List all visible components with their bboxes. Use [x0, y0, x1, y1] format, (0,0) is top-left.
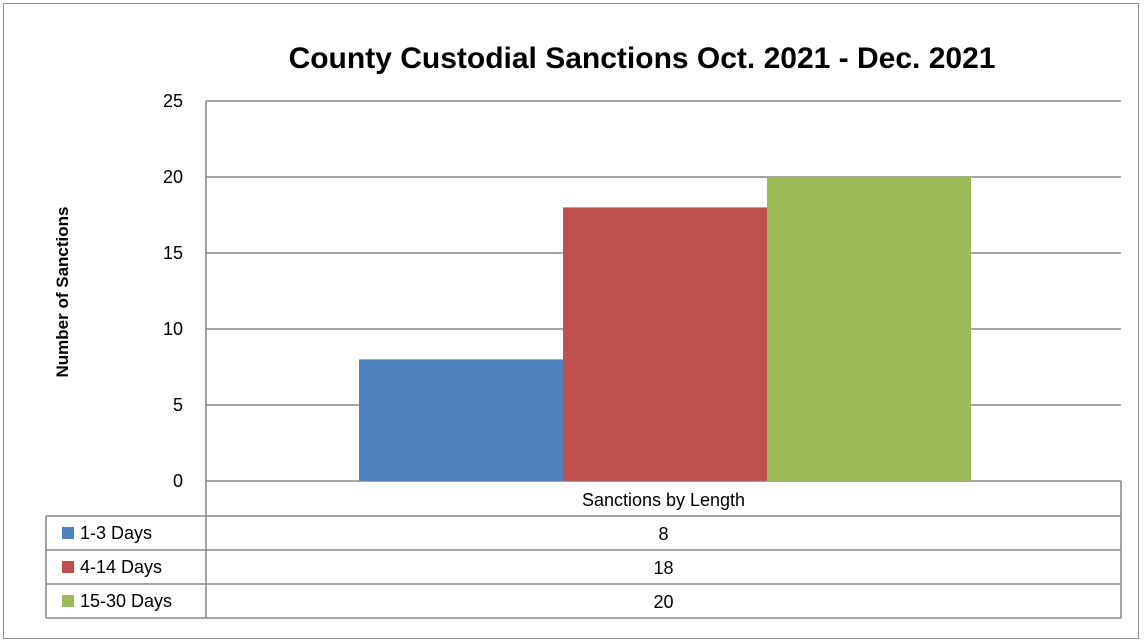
legend-label: 4-14 Days [80, 557, 162, 577]
bar-1-3-days [359, 359, 563, 481]
category-label: Sanctions by Length [582, 490, 745, 510]
y-axis-ticks: 0 5 10 15 20 25 [163, 91, 183, 491]
y-tick-label: 25 [163, 91, 183, 111]
y-tick-label: 20 [163, 167, 183, 187]
data-table: Sanctions by Length 1-3 Days 8 4-14 Days 18 1… [45, 481, 1122, 619]
legend-key [62, 561, 74, 573]
legend-key [62, 595, 74, 607]
legend-label: 15-30 Days [80, 591, 172, 611]
data-label: 8 [658, 524, 668, 544]
y-tick-label: 15 [163, 243, 183, 263]
y-tick-label: 5 [173, 395, 183, 415]
bar-15-30-days [767, 177, 971, 481]
y-tick-label: 0 [173, 471, 183, 491]
y-axis-title: Number of Sanctions [53, 207, 72, 378]
data-label: 18 [653, 558, 673, 578]
y-tick-label: 10 [163, 319, 183, 339]
legend-label: 1-3 Days [80, 523, 152, 543]
data-label: 20 [653, 592, 673, 612]
bars [359, 177, 971, 481]
chart-title: County Custodial Sanctions Oct. 2021 - D… [289, 42, 996, 75]
bar-4-14-days [563, 207, 767, 481]
legend-key [62, 527, 74, 539]
